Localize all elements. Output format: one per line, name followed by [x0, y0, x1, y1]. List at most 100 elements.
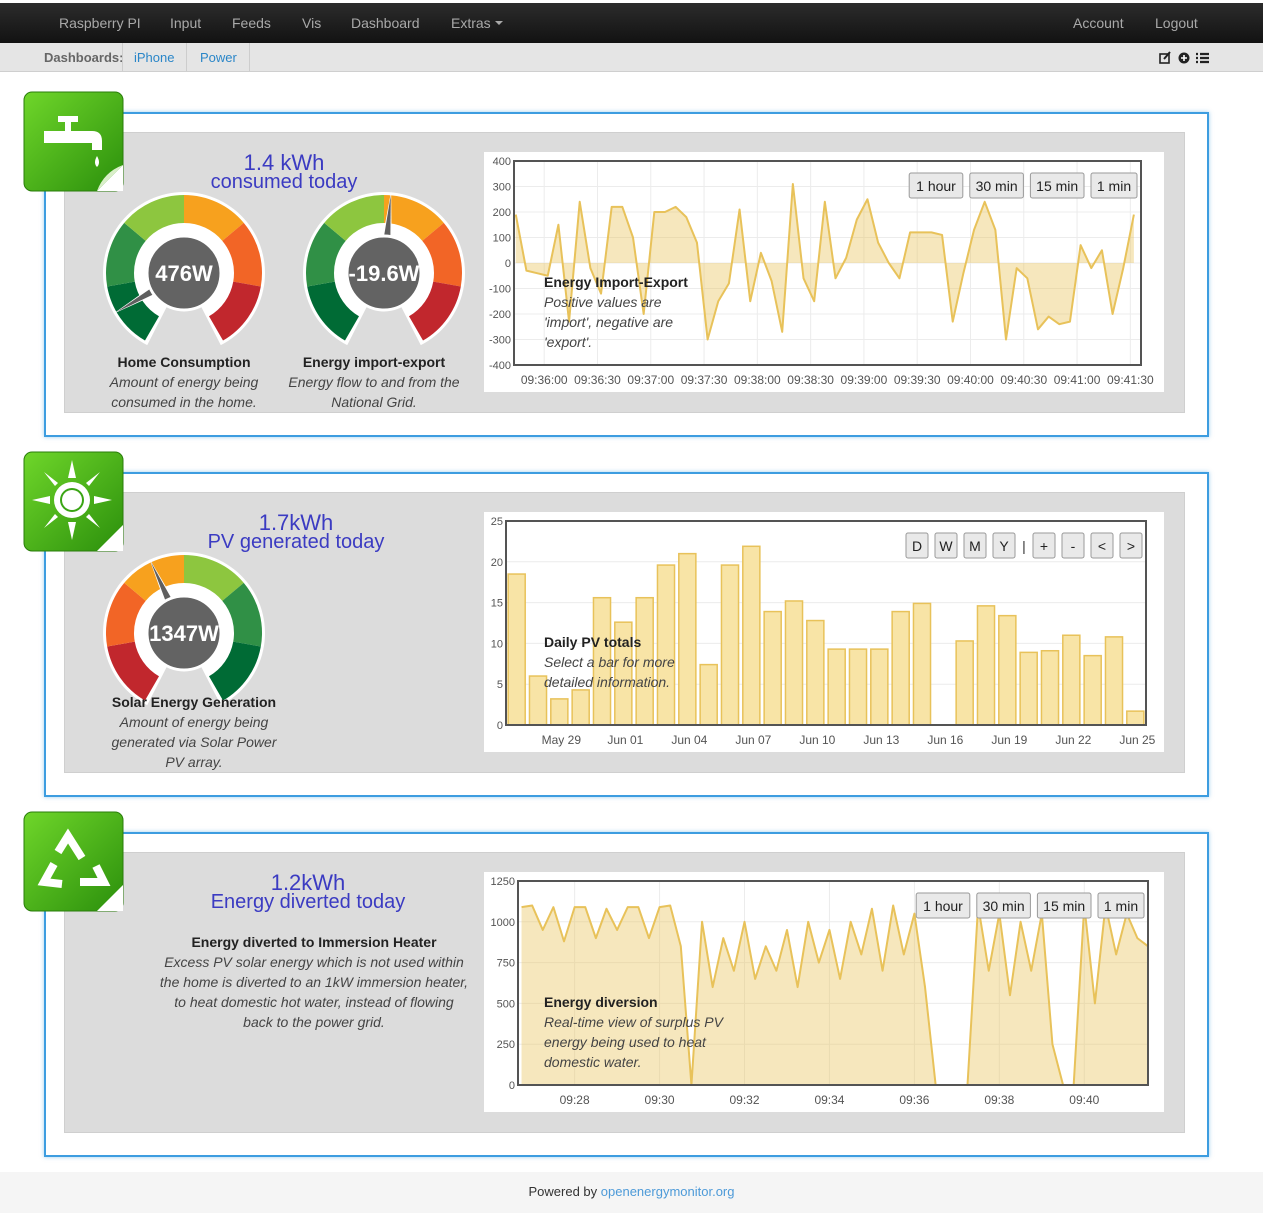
range-button[interactable]: 1 hour — [915, 892, 971, 919]
footer-text: Powered by — [528, 1184, 598, 1199]
x-tick-label: Jun 19 — [991, 733, 1027, 747]
range-button[interactable]: 1 hour — [908, 172, 964, 199]
button-label[interactable]: 30 min — [983, 898, 1025, 914]
gauge-hub — [145, 594, 223, 672]
x-tick-label: 09:39:30 — [894, 373, 941, 387]
bar — [1062, 634, 1081, 726]
annotation-line: Real-time view of surplus PV — [544, 1014, 725, 1030]
tap-icon — [23, 91, 124, 192]
brand[interactable]: Raspberry PI — [59, 15, 141, 31]
bar — [998, 614, 1017, 726]
annotation-line: detailed information. — [544, 674, 670, 690]
y-tick-label: 5 — [497, 679, 503, 691]
x-tick-label: 09:37:30 — [681, 373, 728, 387]
range-button[interactable]: - — [1061, 532, 1085, 559]
range-button[interactable]: 1 min — [1097, 892, 1145, 919]
bar — [1040, 649, 1060, 726]
button-label[interactable]: M — [969, 538, 981, 554]
range-button[interactable]: 30 min — [976, 892, 1031, 919]
chart: -400 -300 -200 -100 0 100 200 300 400 09:36:00 09:… — [484, 152, 1164, 392]
plot-frame — [513, 160, 1142, 366]
info-title: Energy diverted to Immersion Heater — [191, 934, 437, 950]
y-tick-label: 25 — [491, 516, 503, 528]
button-face — [1061, 532, 1085, 559]
range-button[interactable]: M — [963, 532, 987, 559]
nav-item[interactable]: Input — [170, 15, 202, 31]
button-label[interactable]: 15 min — [1043, 898, 1085, 914]
nav-item[interactable]: Dashboard — [351, 15, 420, 31]
x-tick-label: 09:38:30 — [787, 373, 834, 387]
bar — [742, 545, 761, 726]
x-tick-label: 09:41:30 — [1107, 373, 1154, 387]
button-label[interactable]: D — [912, 538, 922, 554]
button-label[interactable]: > — [1127, 538, 1135, 554]
panel-subheading: Energy diverted today — [210, 891, 406, 913]
button-label[interactable]: 1 hour — [916, 178, 956, 194]
x-tick-label: 09:36:00 — [521, 373, 568, 387]
range-button[interactable]: 15 min — [1029, 172, 1085, 199]
nav-item[interactable]: Vis — [302, 15, 322, 31]
nav-item[interactable]: Logout — [1155, 15, 1198, 31]
x-tick-label: May 29 — [542, 733, 582, 747]
y-tick-label: 100 — [493, 233, 511, 245]
panel-heading: 1.2kWh — [270, 870, 346, 895]
dashboard-link[interactable]: iPhone — [134, 50, 175, 65]
bar — [806, 619, 825, 726]
dashboard-link[interactable]: Power — [200, 50, 237, 65]
panel — [44, 112, 1209, 437]
x-tick-label: Jun 25 — [1119, 733, 1155, 747]
range-button[interactable]: Y — [992, 532, 1016, 559]
button-label[interactable]: 1 min — [1104, 898, 1138, 914]
dashboards-bar: Dashboards: iPhone Power — [0, 43, 1263, 72]
nav-item[interactable]: Feeds — [232, 15, 271, 31]
x-tick-label: 09:34 — [814, 1093, 844, 1107]
range-button[interactable]: 1 min — [1090, 172, 1138, 199]
panel-subheading: consumed today — [210, 171, 358, 193]
x-tick-label: 09:36 — [899, 1093, 929, 1107]
range-button[interactable]: > — [1119, 532, 1143, 559]
x-tick-label: Jun 04 — [671, 733, 707, 747]
bar — [827, 648, 846, 726]
panel — [44, 832, 1209, 1157]
plot-frame — [505, 520, 1147, 726]
x-tick-label: 09:39:00 — [841, 373, 888, 387]
gauge-description: Energy flow to and from the National Gri… — [288, 374, 460, 410]
x-tick-label: Jun 13 — [863, 733, 899, 747]
annotation-title: Energy Import-Export — [544, 274, 688, 290]
range-button[interactable]: D — [905, 532, 929, 559]
y-tick-label: 500 — [497, 998, 515, 1010]
x-tick-label: 09:30 — [645, 1093, 675, 1107]
range-button[interactable]: W — [934, 532, 958, 559]
range-button[interactable]: + — [1032, 532, 1056, 559]
annotation-line: 'export'. — [544, 334, 592, 350]
range-button[interactable]: 30 min — [969, 172, 1024, 199]
bar — [550, 698, 569, 726]
button-face — [1029, 172, 1085, 199]
button-face — [934, 532, 958, 559]
range-button[interactable]: 15 min — [1036, 892, 1092, 919]
button-label[interactable]: - — [1071, 538, 1076, 554]
button-label[interactable]: Y — [999, 538, 1009, 554]
footer-link[interactable]: openenergymonitor.org — [600, 1184, 735, 1199]
y-tick-label: 300 — [493, 182, 511, 194]
button-label[interactable]: 30 min — [976, 178, 1018, 194]
gauge-segment — [409, 281, 461, 341]
gauge-value: -19.6W — [349, 261, 420, 286]
button-label[interactable]: 15 min — [1036, 178, 1078, 194]
gauge-segment — [307, 281, 359, 341]
nav-item[interactable]: Extras — [451, 15, 491, 31]
button-label[interactable]: < — [1098, 538, 1106, 554]
bar — [571, 689, 590, 726]
button-label[interactable]: + — [1040, 538, 1048, 554]
y-tick-label: 750 — [497, 958, 515, 970]
gauge-segment — [105, 582, 146, 647]
gauge-segment — [324, 195, 384, 241]
nav-item[interactable]: Account — [1073, 15, 1124, 31]
gauge-title: Solar Energy Generation — [111, 694, 277, 710]
button-label[interactable]: 1 hour — [923, 898, 963, 914]
toolbar-icons[interactable] — [1158, 51, 1212, 65]
button-label[interactable]: 1 min — [1097, 178, 1131, 194]
range-button[interactable]: < — [1090, 532, 1114, 559]
button-label[interactable]: W — [939, 538, 953, 554]
